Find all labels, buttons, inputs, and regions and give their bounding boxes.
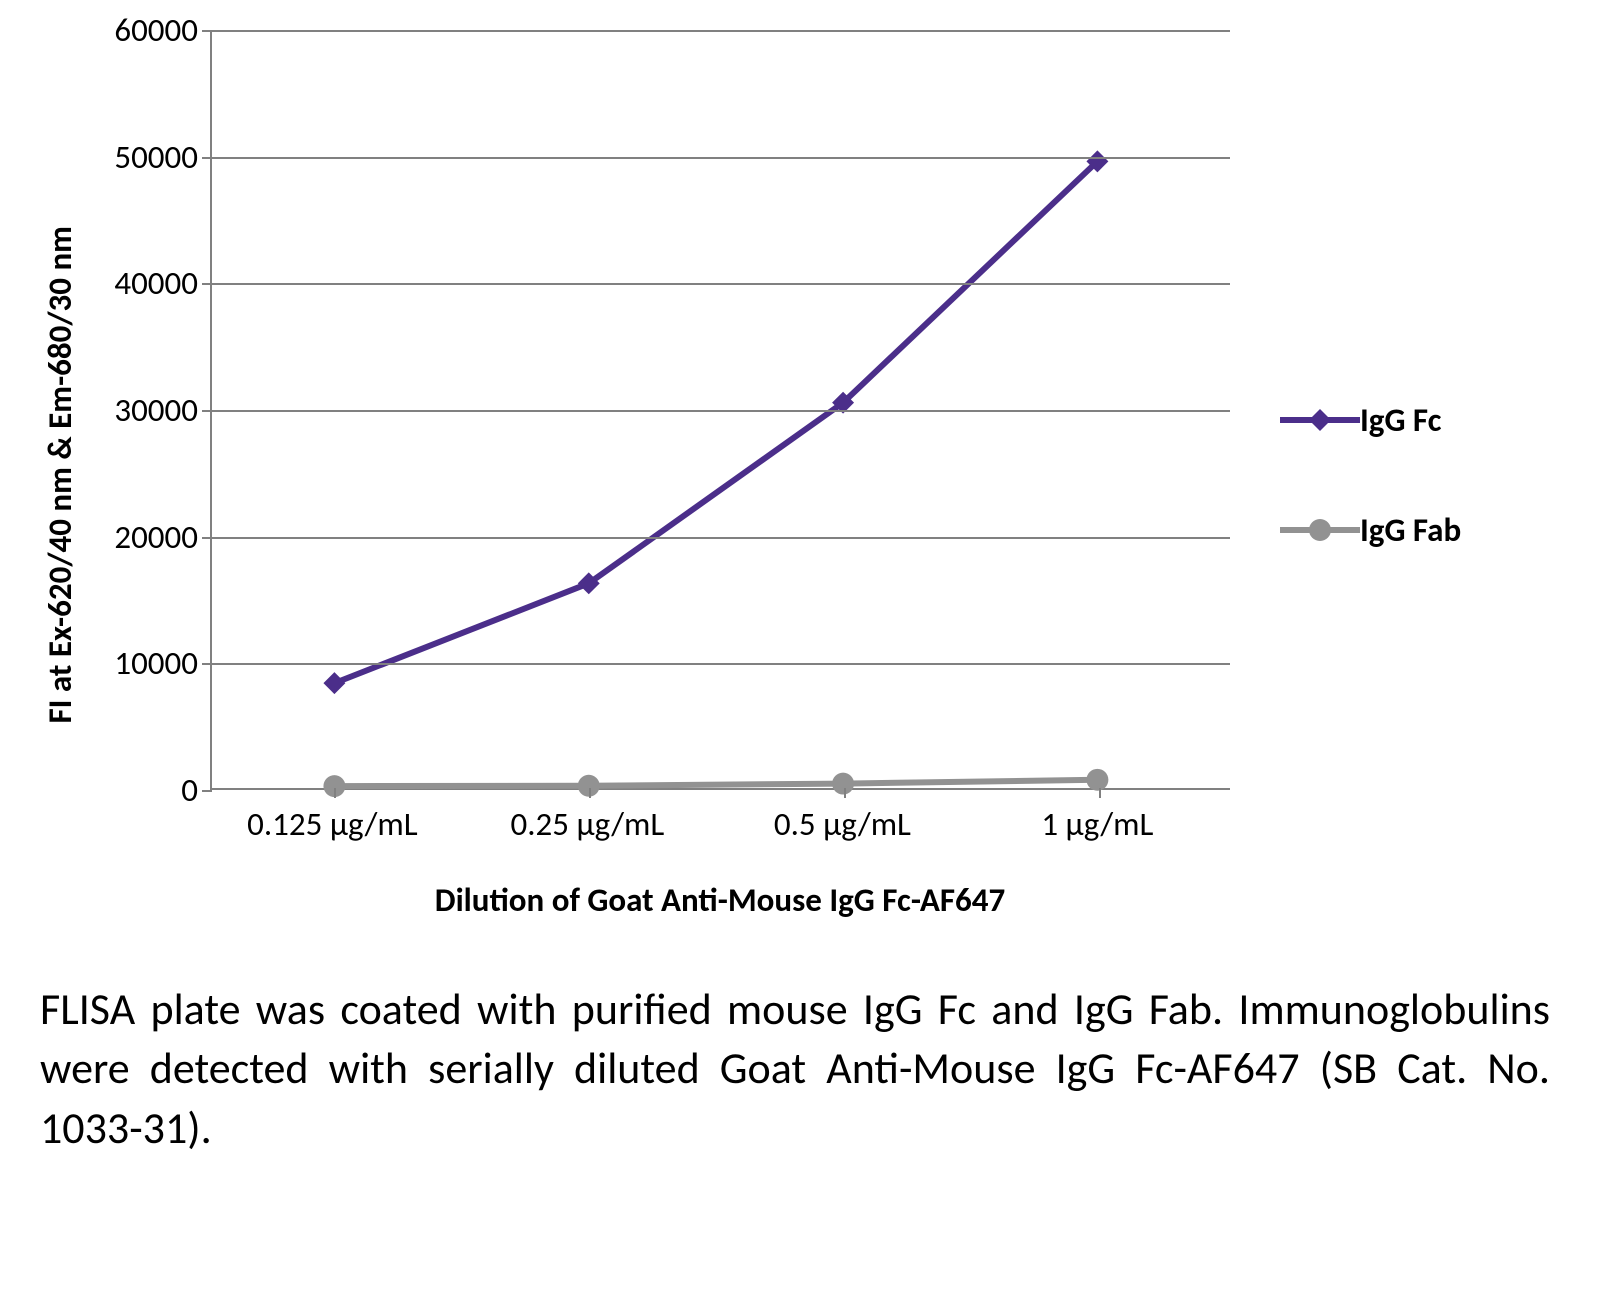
legend-label: IgG Fab	[1360, 510, 1461, 550]
x-tick-labels: 0.125 µg/mL0.25 µg/mL0.5 µg/mL1 µg/mL	[210, 790, 1230, 840]
gridline	[212, 30, 1230, 32]
y-tick-mark	[202, 30, 212, 32]
series-marker	[1086, 769, 1108, 791]
y-tick-label: 30000	[114, 390, 198, 430]
gridline	[212, 283, 1230, 285]
legend-swatch	[1280, 405, 1360, 435]
plot-column: 0100002000030000400005000060000 0.125 µg…	[90, 30, 1230, 920]
gridline	[212, 663, 1230, 665]
plot-area	[210, 30, 1230, 790]
legend-label: IgG Fc	[1360, 400, 1442, 440]
y-tick-mark	[202, 410, 212, 412]
y-tick-label: 20000	[114, 517, 198, 557]
y-tick-mark	[202, 157, 212, 159]
x-axis-label: Dilution of Goat Anti-Mouse IgG Fc-AF647	[210, 880, 1230, 920]
series-line	[334, 161, 1097, 683]
chart-block: FI at Ex-620/40 nm & Em-680/30 nm 0 10000…	[40, 30, 1230, 920]
y-tick-label: 0	[181, 770, 198, 810]
x-tick-label: 1 µg/mL	[1041, 804, 1153, 844]
x-tick-label: 0.5 µg/mL	[774, 804, 911, 844]
x-tick-label: 0.25 µg/mL	[510, 804, 664, 844]
y-tick-mark	[202, 537, 212, 539]
y-tick-label: 60000	[114, 10, 198, 50]
figure: FI at Ex-620/40 nm & Em-680/30 nm 0 10000…	[40, 30, 1568, 1158]
chart-row: FI at Ex-620/40 nm & Em-680/30 nm 0 10000…	[40, 30, 1568, 920]
y-tick-label: 50000	[114, 137, 198, 177]
legend-swatch	[1280, 515, 1360, 545]
gridline	[212, 537, 1230, 539]
y-axis-label: FI at Ex-620/40 nm & Em-680/30 nm	[40, 226, 80, 723]
figure-caption: FLISA plate was coated with purified mou…	[40, 980, 1550, 1158]
series-line	[334, 780, 1097, 786]
plot-with-ticks: 0100002000030000400005000060000	[90, 30, 1230, 790]
legend-item: IgG Fab	[1280, 510, 1461, 550]
series-marker	[323, 672, 345, 694]
y-tick-mark	[202, 283, 212, 285]
legend: IgG Fc IgG Fab	[1280, 400, 1461, 550]
y-tick-labels: 0100002000030000400005000060000	[90, 30, 210, 790]
y-tick-mark	[202, 663, 212, 665]
y-tick-label: 10000	[114, 643, 198, 683]
gridline	[212, 157, 1230, 159]
y-tick-label: 40000	[114, 263, 198, 303]
legend-item: IgG Fc	[1280, 400, 1461, 440]
series-svg	[212, 30, 1230, 788]
x-tick-label: 0.125 µg/mL	[247, 804, 418, 844]
gridline	[212, 410, 1230, 412]
